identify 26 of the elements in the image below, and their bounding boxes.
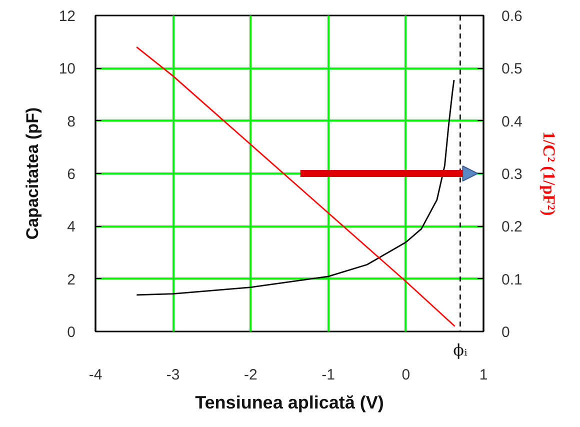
- ref-line-label: ϕᵢ: [453, 340, 468, 360]
- y-tick-label: 12: [58, 8, 76, 25]
- line-series: [136, 46, 456, 327]
- x-tick-label: 0: [402, 366, 410, 384]
- x-tick-label: -4: [88, 366, 102, 384]
- y2-axis-title: 1/C² (1/pF²): [539, 131, 558, 216]
- x-tick-label: -1: [322, 366, 335, 384]
- y-tick-label: 2: [67, 271, 76, 288]
- line-series: [136, 79, 455, 296]
- y-tick-label: 4: [67, 218, 76, 236]
- y2-tick-label: 0.4: [502, 113, 522, 130]
- y2-tick-label: 0.3: [502, 166, 522, 183]
- y-axis-title: Capacitatea (pF): [22, 107, 42, 240]
- y-tick-label: 8: [67, 113, 76, 130]
- x-tick-label: -2: [244, 366, 258, 384]
- y2-tick-label: 0.2: [502, 218, 522, 236]
- y-tick-label: 6: [67, 166, 76, 183]
- y2-tick-label: 0: [502, 324, 510, 341]
- x-axis-title: Tensiunea aplicată (V): [195, 392, 384, 412]
- y-tick-label: 10: [58, 60, 76, 78]
- x-tick-label: 1: [479, 366, 488, 384]
- x-tick-label: -3: [166, 366, 180, 384]
- y-tick-label: 0: [67, 324, 76, 341]
- y2-tick-label: 0.1: [502, 271, 522, 288]
- y2-tick-label: 0.6: [502, 8, 522, 25]
- y2-tick-label: 0.5: [502, 60, 522, 78]
